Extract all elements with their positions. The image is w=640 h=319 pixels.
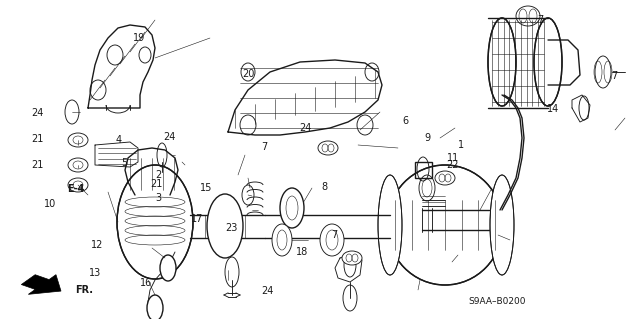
Ellipse shape [160, 255, 176, 281]
Text: 4: 4 [115, 135, 122, 145]
Ellipse shape [490, 175, 514, 275]
Ellipse shape [387, 165, 503, 285]
Text: 24: 24 [300, 123, 312, 133]
Text: 19: 19 [133, 33, 146, 43]
Text: 23: 23 [225, 223, 237, 233]
Text: 16: 16 [140, 278, 152, 288]
Text: 13: 13 [88, 268, 101, 278]
Ellipse shape [342, 251, 362, 265]
Text: 2: 2 [156, 170, 162, 181]
Polygon shape [21, 275, 61, 294]
Text: 22: 22 [447, 160, 460, 170]
Ellipse shape [378, 175, 402, 275]
Text: 6: 6 [402, 115, 408, 126]
Text: E-4: E-4 [67, 184, 84, 194]
Text: 20: 20 [242, 69, 255, 79]
Text: 17: 17 [191, 213, 204, 224]
Text: 7: 7 [611, 71, 618, 81]
Text: S9AA–B0200: S9AA–B0200 [468, 298, 525, 307]
Text: 24: 24 [163, 132, 175, 142]
Text: 15: 15 [200, 182, 212, 193]
Ellipse shape [68, 133, 88, 147]
Ellipse shape [147, 295, 163, 319]
Ellipse shape [207, 194, 243, 258]
Text: 12: 12 [91, 240, 104, 250]
Text: 3: 3 [156, 193, 162, 203]
Text: 1: 1 [458, 140, 464, 150]
Text: FR.: FR. [75, 285, 93, 295]
Text: 21: 21 [31, 134, 44, 144]
Text: 5: 5 [122, 158, 128, 168]
Ellipse shape [117, 165, 193, 279]
Text: 24: 24 [31, 108, 44, 118]
Ellipse shape [488, 18, 516, 106]
Ellipse shape [318, 141, 338, 155]
Ellipse shape [534, 18, 562, 106]
Bar [415, 162, 432, 178]
Text: 8: 8 [321, 182, 328, 192]
Text: 10: 10 [44, 198, 56, 209]
Text: 21: 21 [150, 179, 163, 189]
Text: 7: 7 [261, 142, 268, 152]
Text: 24: 24 [261, 286, 274, 296]
Text: 7: 7 [332, 230, 338, 241]
Text: 9: 9 [424, 133, 430, 143]
Ellipse shape [68, 178, 88, 192]
Text: 21: 21 [31, 160, 44, 170]
Ellipse shape [272, 224, 292, 256]
Ellipse shape [320, 224, 344, 256]
Text: 11: 11 [447, 153, 459, 163]
Text: 7: 7 [538, 15, 544, 25]
Ellipse shape [435, 171, 455, 185]
Ellipse shape [68, 158, 88, 172]
Ellipse shape [280, 188, 304, 228]
Text: 18: 18 [296, 247, 308, 257]
Text: 14: 14 [547, 104, 559, 114]
